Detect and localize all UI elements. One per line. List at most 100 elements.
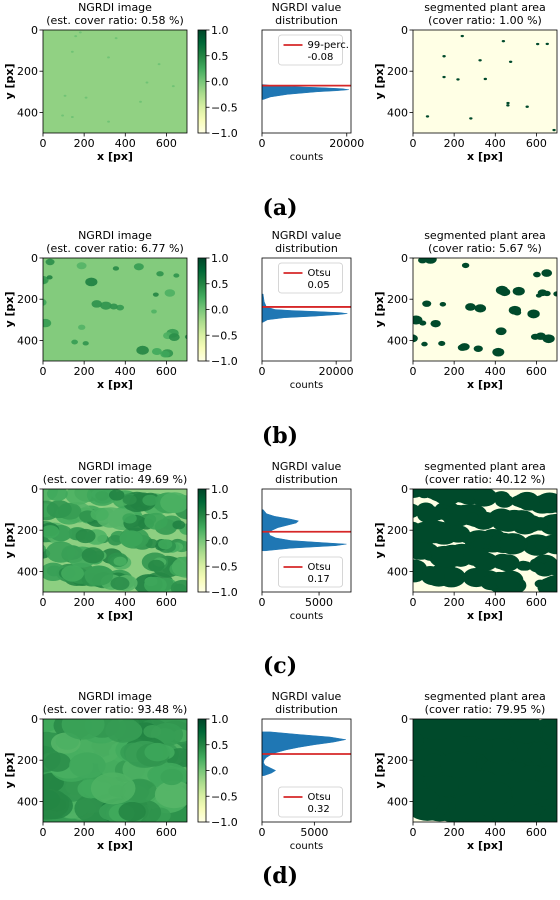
ngrdi-plant-blob — [63, 94, 67, 97]
ngrdi-plant-blob — [43, 298, 47, 306]
ngrdi-plant-blob — [107, 120, 110, 123]
ngrdi-plant-blob — [81, 547, 105, 564]
ngrdi-plant-blob — [70, 115, 74, 118]
ngrdi-plant-blob — [160, 768, 184, 786]
ngrdi-plant-blob — [76, 262, 87, 270]
ngrdi-plant-blob — [90, 507, 109, 521]
segmented-plant-blob — [508, 305, 522, 315]
ngrdi-plant-blob — [172, 520, 186, 530]
ngrdi-plant-blob — [78, 324, 86, 330]
segmented-d-ytick-label-1: 200 — [387, 754, 408, 767]
segmented-d-ytick-label-0: 0 — [401, 713, 408, 726]
segmented-frame-d — [412, 718, 558, 823]
ngrdi-plant-blob — [164, 289, 176, 297]
ngrdi-plant-blob — [148, 559, 165, 572]
segmented-plant-blob — [543, 290, 551, 297]
ngrdi-plant-blob — [100, 301, 112, 310]
segmented-d-xlabel: x [px] — [467, 839, 503, 852]
ngrdi-c-title-line-0: NGRDI image — [78, 460, 152, 473]
ngrdi-plant-blob — [110, 576, 130, 591]
ngrdi-plant-blob — [144, 512, 168, 530]
segmented-c-xtick-label-1: 200 — [444, 596, 465, 609]
segmented-plants-d — [413, 719, 557, 822]
colorbar-tick-label-1: 0.5 — [211, 509, 229, 522]
segmented-a-title-line-1: (cover ratio: 1.00 %) — [428, 14, 542, 27]
segmented-plant-blob — [547, 519, 557, 536]
colorbar-tick-label-4: −1.0 — [211, 127, 238, 140]
segmented-plant-blob — [506, 101, 510, 105]
segmented-a-ytick-label-1: 200 — [387, 65, 408, 78]
colorbar-c: 1.0 0.5 0.0 −0.5 −1.0 — [197, 483, 238, 599]
segmented-plant-blob — [534, 539, 550, 550]
ngrdi-plant-blob — [139, 100, 142, 103]
ngrdi-plant-blob — [145, 81, 149, 84]
ngrdi-plant-blob — [108, 489, 125, 501]
segmented-plant-blob — [548, 564, 557, 576]
histogram-area-d — [261, 731, 346, 776]
segmented-frame-b — [412, 257, 558, 362]
ngrdi-plant-blob — [74, 35, 78, 38]
segmented-plant-blob — [535, 293, 542, 298]
segmented-plant-blob — [413, 334, 418, 343]
segmented-plant-blob — [415, 719, 459, 740]
ngrdi-background-a — [43, 30, 187, 133]
ngrdi-d-ytick-label-0: 0 — [31, 713, 38, 726]
ngrdi-plant-blob — [112, 266, 120, 271]
colorbar-gradient-b — [197, 257, 207, 362]
segmented-plant-blob — [440, 751, 477, 778]
ngrdi-b-ytick-label-0: 0 — [31, 252, 38, 265]
colorbar-gradient-c — [197, 488, 207, 593]
ngrdi-a-xlabel: x [px] — [97, 150, 133, 163]
colorbar-tick-label-4: −1.0 — [211, 355, 238, 368]
segmented-d-xtick-label-0: 0 — [410, 826, 417, 839]
segmented-c-xlabel: x [px] — [467, 609, 503, 622]
histogram-frame-c — [261, 488, 352, 593]
histogram-c-title-line-0: NGRDI value — [272, 460, 342, 473]
segmented-b-xtick-label-3: 600 — [526, 365, 547, 378]
segmented-a-xlabel: x [px] — [467, 150, 503, 163]
segmented-c-title-line-0: segmented plant area — [424, 460, 546, 473]
segmented-a-xtick-label-2: 400 — [485, 137, 506, 150]
ngrdi-c-ytick-label-1: 200 — [17, 524, 38, 537]
segmented-plant-blob — [432, 528, 456, 545]
histogram-xlabel-d: counts — [290, 841, 323, 852]
ngrdi-d-ytick-label-1: 200 — [17, 754, 38, 767]
segmented-plant-blob — [413, 315, 423, 325]
ngrdi-plant-blob — [82, 341, 89, 346]
segmented-plant-blob — [432, 489, 463, 506]
segmented-plants-b — [413, 258, 557, 357]
ngrdi-plant-blob — [119, 530, 143, 548]
colorbar-tick-label-1: 0.5 — [211, 50, 229, 63]
legend-value-d: 0.32 — [308, 804, 330, 815]
legend-box-d — [278, 786, 343, 818]
ngrdi-plant-blob — [154, 780, 187, 809]
histogram-xtick-label-0: 0 — [259, 137, 266, 150]
histogram-frame-d — [261, 718, 352, 823]
colorbar-tick-label-2: 0.0 — [211, 535, 229, 548]
ngrdi-plant-blob — [70, 50, 74, 53]
ngrdi-a-xtick-label-1: 200 — [74, 137, 95, 150]
segmented-plant-blob — [478, 59, 482, 62]
segmented-plant-blob — [470, 738, 493, 755]
legend-label-c: Otsu — [308, 562, 331, 573]
histogram-xtick-label-0: 0 — [259, 365, 266, 378]
colorbar-tick-label-2: 0.0 — [211, 76, 229, 89]
ngrdi-a-title-line-1: (est. cover ratio: 0.58 %) — [46, 14, 183, 27]
segmented-a-xtick-label-1: 200 — [444, 137, 465, 150]
ngrdi-background-b — [43, 258, 187, 361]
segmented-plant-blob — [538, 806, 557, 822]
segmented-plant-blob — [532, 786, 553, 801]
segmented-d-ylabel: y [px] — [373, 752, 386, 788]
ngrdi-plant-blob — [61, 719, 105, 740]
segmented-plant-blob — [439, 302, 447, 307]
ngrdi-d-xtick-label-2: 400 — [115, 826, 136, 839]
segmented-plant-blob — [491, 553, 514, 570]
